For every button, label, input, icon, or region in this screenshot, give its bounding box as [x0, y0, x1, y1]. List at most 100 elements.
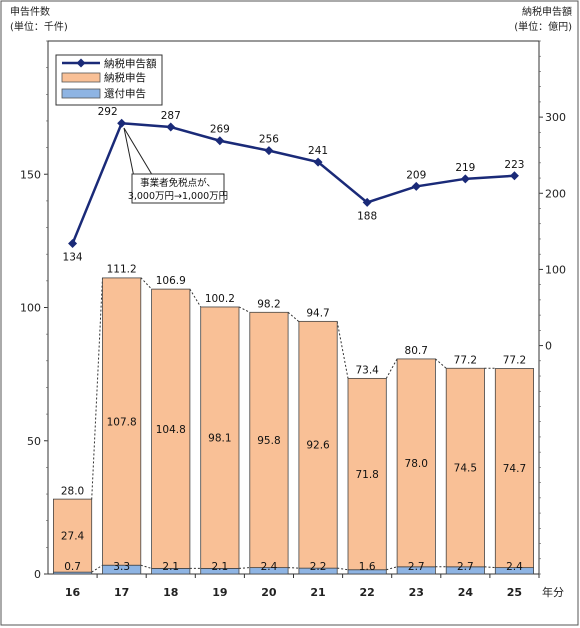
- label-refund-return-21: 2.2: [310, 561, 327, 573]
- legend-swatch-tax-return: [61, 72, 101, 83]
- bar-tax-return-23: [396, 358, 436, 568]
- bar-tax-return-17: [102, 277, 142, 566]
- left-axis-tick-label-0: 0: [34, 568, 41, 581]
- label-total-16: 28.0: [61, 485, 84, 497]
- bar-tax-return-19: [200, 306, 240, 569]
- line-point-22: [362, 197, 372, 207]
- left-axis-tick-label-150: 150: [20, 168, 41, 181]
- legend-label-tax-return: 納税申告: [104, 71, 146, 84]
- label-refund-return-22: 1.6: [359, 561, 376, 573]
- label-refund-return-24: 2.7: [457, 561, 474, 573]
- x-tick-label-19: 19: [212, 586, 227, 599]
- line-point-23: [411, 181, 421, 191]
- right-axis-tick-label-200: 200: [545, 187, 566, 200]
- label-tax-return-21: 92.6: [306, 440, 330, 452]
- line-point-16: [68, 239, 78, 249]
- refund-connector-line: [484, 566, 496, 569]
- label-tax-return-19: 98.1: [208, 433, 231, 445]
- line-point-19: [215, 136, 225, 146]
- x-tick-label-25: 25: [507, 586, 522, 599]
- bar-tax-return-20: [249, 311, 289, 569]
- label-total-23: 80.7: [405, 345, 428, 357]
- right-axis-unit: (単位：億円): [514, 20, 572, 33]
- x-tick-label-20: 20: [261, 586, 277, 599]
- label-total-22: 73.4: [355, 364, 379, 376]
- label-total-tax-amount-25: 223: [504, 159, 524, 171]
- label-tax-return-22: 71.8: [355, 469, 378, 481]
- label-tax-return-16: 27.4: [61, 531, 85, 543]
- bar-tax-return-22: [347, 377, 387, 571]
- line-point-24: [460, 174, 470, 184]
- label-tax-return-17: 107.8: [107, 417, 137, 429]
- label-total-21: 94.7: [306, 308, 329, 320]
- left-axis-tick-label-100: 100: [20, 302, 41, 315]
- legend-line-marker: [76, 58, 86, 68]
- label-total-25: 77.2: [503, 354, 526, 366]
- line-point-18: [166, 122, 176, 132]
- label-refund-return-16: 0.7: [64, 561, 81, 573]
- line-point-21: [313, 157, 323, 167]
- line-point-17: [117, 118, 127, 128]
- label-refund-return-17: 3.3: [113, 561, 130, 573]
- x-tick-label-18: 18: [163, 586, 178, 599]
- left-axis-unit: (単位：千件): [10, 20, 68, 33]
- annotation: 事業者免税点が、 3,000万円→1,000万円: [123, 127, 228, 204]
- x-tick-label-23: 23: [409, 586, 424, 599]
- total-connector-line: [336, 321, 349, 379]
- label-total-tax-amount-24: 219: [455, 162, 475, 174]
- line-total-tax-amount: [71, 121, 515, 245]
- label-total-tax-amount-18: 287: [161, 110, 181, 122]
- label-refund-return-23: 2.7: [408, 561, 425, 573]
- total-connector-line: [189, 288, 202, 308]
- legend: 納税申告額 納税申告 還付申告: [55, 54, 163, 106]
- total-connector-line: [140, 277, 152, 290]
- label-total-tax-amount-23: 209: [406, 169, 426, 181]
- left-axis-title: 申告件数: [10, 5, 50, 18]
- refund-connector-line: [288, 567, 299, 569]
- right-axis-tick-label-300: 300: [545, 111, 566, 124]
- bar-tax-return-24: [445, 367, 485, 568]
- label-tax-return-18: 104.8: [156, 424, 186, 436]
- annotation-box: [131, 173, 225, 204]
- annotation-line1: 事業者免税点が、: [140, 177, 216, 189]
- x-tick-label-17: 17: [114, 586, 129, 599]
- legend-label-refund-return: 還付申告: [104, 87, 146, 100]
- label-refund-return-18: 2.1: [162, 561, 179, 573]
- label-total-24: 77.2: [454, 354, 477, 366]
- right-axis-tick-label-100: 100: [545, 263, 566, 276]
- right-axis-title: 納税申告額: [522, 5, 572, 18]
- label-refund-return-19: 2.1: [211, 561, 228, 573]
- label-total-tax-amount-19: 269: [210, 124, 230, 136]
- x-tick-label-22: 22: [359, 586, 374, 599]
- label-tax-return-24: 74.5: [454, 463, 477, 475]
- bar-tax-return-25: [494, 368, 534, 569]
- label-total-tax-amount-21: 241: [308, 145, 328, 157]
- annotation-line2: 3,000万円→1,000万円: [128, 191, 228, 202]
- label-total-17: 111.2: [107, 264, 137, 276]
- line-point-25: [509, 171, 519, 181]
- left-axis-tick-label-50: 50: [27, 435, 41, 448]
- label-total-tax-amount-16: 134: [63, 252, 83, 264]
- x-tick-label-24: 24: [458, 586, 474, 599]
- bar-tax-return-16: [53, 498, 93, 573]
- x-axis-unit: 年分: [542, 585, 564, 599]
- annotation-pointer-b: [123, 127, 155, 179]
- x-tick-label-21: 21: [310, 586, 325, 599]
- x-tick-label-16: 16: [65, 586, 81, 599]
- label-total-18: 106.9: [156, 275, 186, 287]
- refund-connector-line: [238, 567, 250, 569]
- label-total-tax-amount-20: 256: [259, 134, 279, 146]
- chart-layer: 0 50 100 150 0 100 200 300 27.4 0.7 28.0 16 107.8 3.3…: [20, 40, 566, 599]
- refund-connector-line: [140, 564, 152, 569]
- bar-tax-return-18: [151, 288, 191, 569]
- label-total-20: 98.2: [257, 298, 280, 310]
- label-refund-return-20: 2.4: [261, 561, 278, 573]
- legend-label-total-tax: 納税申告額: [104, 57, 157, 70]
- line-point-20: [264, 146, 274, 156]
- label-total-tax-amount-17: 292: [98, 106, 118, 118]
- label-tax-return-25: 74.7: [503, 463, 526, 475]
- label-refund-return-25: 2.4: [506, 561, 523, 573]
